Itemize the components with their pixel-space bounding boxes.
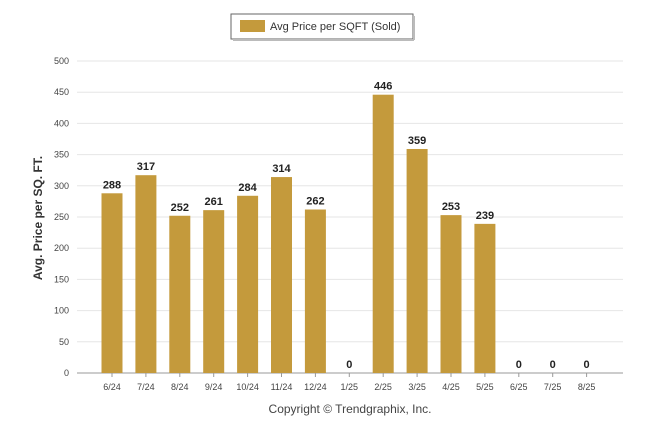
bars: 288 317 252 261 284 314 262 0 446 359 253 239 0 0 0 [101, 81, 590, 374]
bar-value-label: 0 [516, 359, 522, 371]
x-axis-ticks: 6/24 7/24 8/24 9/24 10/24 11/24 12/24 1/25 2/25 3… [103, 373, 595, 392]
y-axis-title: Avg. Price per SQ. FT. [31, 156, 45, 280]
y-tick-label: 500 [54, 56, 69, 66]
x-tick-label: 9/24 [205, 382, 223, 392]
bar-value-label: 262 [306, 196, 324, 208]
y-tick-label: 350 [54, 150, 69, 160]
bar-value-label: 288 [103, 179, 121, 191]
bar-value-label: 239 [476, 210, 494, 222]
y-tick-label: 400 [54, 118, 69, 128]
y-axis-ticks: 0 50 100 150 200 250 300 350 400 450 500 [54, 56, 69, 378]
x-tick-label: 12/24 [304, 382, 327, 392]
bar-value-label: 446 [374, 81, 392, 93]
bar [203, 210, 225, 373]
y-tick-label: 300 [54, 181, 69, 191]
y-tick-label: 150 [54, 274, 69, 284]
x-tick-label: 7/24 [137, 382, 155, 392]
bar [372, 94, 394, 374]
x-tick-label: 8/24 [171, 382, 189, 392]
y-tick-label: 450 [54, 87, 69, 97]
y-tick-label: 100 [54, 306, 69, 316]
y-tick-label: 250 [54, 212, 69, 222]
copyright-footer: Copyright © Trendgraphix, Inc. [269, 402, 432, 416]
x-tick-label: 2/25 [374, 382, 392, 392]
bar-value-label: 0 [584, 359, 590, 371]
bar-value-label: 0 [550, 359, 556, 371]
x-tick-label: 6/25 [510, 382, 528, 392]
y-tick-label: 200 [54, 243, 69, 253]
bar-value-label: 284 [238, 182, 257, 194]
y-tick-label: 0 [64, 368, 69, 378]
bar-value-label: 0 [346, 359, 352, 371]
bar [474, 223, 496, 373]
bar [304, 209, 326, 373]
gridlines [77, 60, 623, 374]
bar [440, 215, 462, 373]
bar [271, 177, 292, 373]
x-tick-label: 3/25 [408, 382, 426, 392]
x-tick-label: 10/24 [236, 382, 259, 392]
bar [101, 193, 123, 373]
y-tick-label: 50 [59, 337, 69, 347]
bar-value-label: 252 [171, 202, 189, 214]
x-tick-label: 5/25 [476, 382, 494, 392]
x-tick-label: 6/24 [103, 382, 121, 392]
bar-value-label: 359 [408, 135, 426, 147]
x-tick-label: 7/25 [544, 382, 562, 392]
bar-value-label: 317 [137, 161, 155, 173]
bar [135, 175, 157, 373]
legend-swatch [240, 20, 265, 32]
bar [237, 195, 259, 373]
bar [169, 215, 191, 373]
x-tick-label: 8/25 [578, 382, 596, 392]
x-tick-label: 1/25 [341, 382, 359, 392]
bar-value-label: 314 [272, 163, 291, 175]
legend: Avg Price per SQFT (Sold) [230, 13, 415, 41]
bar [406, 148, 428, 373]
x-tick-label: 4/25 [442, 382, 460, 392]
bar-value-label: 261 [205, 196, 223, 208]
legend-label: Avg Price per SQFT (Sold) [270, 21, 400, 33]
bar-value-label: 253 [442, 201, 460, 213]
x-tick-label: 11/24 [271, 382, 293, 392]
